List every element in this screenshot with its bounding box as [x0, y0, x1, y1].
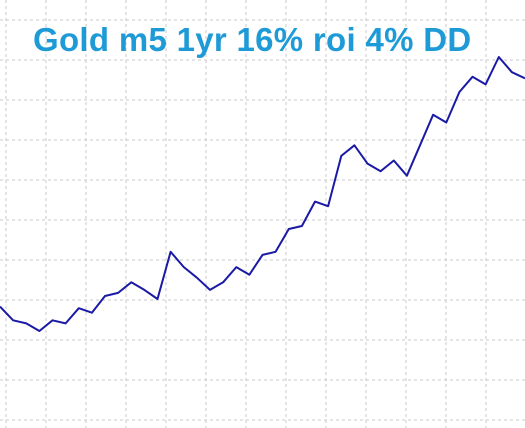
equity-curve — [0, 56, 525, 332]
equity-line-series — [0, 56, 525, 332]
chart-overlay-title: Gold m5 1yr 16% roi 4% DD — [33, 21, 472, 58]
